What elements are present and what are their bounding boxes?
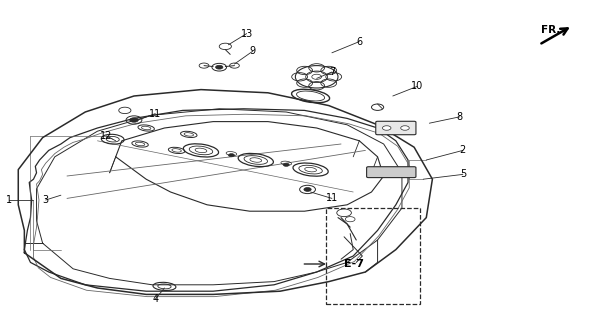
Text: 1: 1 <box>6 195 12 205</box>
Text: 13: 13 <box>241 28 253 39</box>
Text: 6: 6 <box>356 36 362 47</box>
Text: 5: 5 <box>460 169 466 180</box>
Circle shape <box>216 65 223 69</box>
Text: 10: 10 <box>411 81 423 92</box>
Bar <box>326 208 420 304</box>
Circle shape <box>130 118 138 122</box>
Circle shape <box>283 163 289 166</box>
Text: 3: 3 <box>43 195 49 205</box>
Circle shape <box>401 126 409 130</box>
Text: 7: 7 <box>329 67 335 77</box>
Text: 12: 12 <box>100 131 113 141</box>
Text: FR.: FR. <box>541 25 561 35</box>
FancyBboxPatch shape <box>367 167 416 178</box>
Text: 11: 11 <box>149 108 161 119</box>
Circle shape <box>382 126 391 130</box>
Text: 2: 2 <box>460 145 466 156</box>
Circle shape <box>228 154 234 157</box>
Text: 9: 9 <box>250 46 256 56</box>
Text: 11: 11 <box>326 193 338 204</box>
Text: 4: 4 <box>152 294 158 304</box>
Circle shape <box>304 188 311 191</box>
FancyBboxPatch shape <box>376 121 416 135</box>
Text: E-7: E-7 <box>344 259 364 269</box>
Text: 8: 8 <box>457 112 463 122</box>
